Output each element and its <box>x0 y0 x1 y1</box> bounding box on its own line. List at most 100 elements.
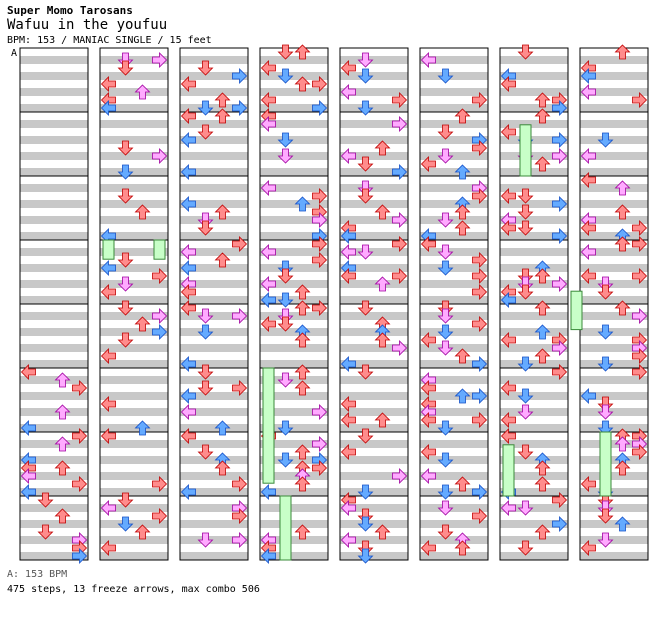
step-arrow-right <box>552 148 568 164</box>
step-arrow-right <box>472 284 488 300</box>
step-arrow-left <box>500 220 516 236</box>
step-arrow-right <box>72 380 88 396</box>
step-arrow-down <box>437 484 454 500</box>
step-arrow-down <box>277 132 294 148</box>
step-arrow-right <box>392 236 408 252</box>
step-arrow-up <box>614 300 631 316</box>
step-arrow-down <box>357 68 374 84</box>
step-arrow-up <box>454 108 471 124</box>
step-arrow-left <box>420 380 436 396</box>
step-arrow-down <box>597 276 614 292</box>
step-arrow-down <box>597 500 614 516</box>
step-arrow-down <box>437 124 454 140</box>
step-arrow-right <box>312 212 328 228</box>
step-arrow-down <box>437 148 454 164</box>
step-arrow-down <box>117 492 134 508</box>
step-arrow-up <box>214 204 231 220</box>
step-arrow-left <box>500 188 516 204</box>
step-arrow-right <box>232 476 248 492</box>
chart-column <box>419 47 489 561</box>
step-arrow-up <box>294 44 311 60</box>
step-arrow-down <box>437 68 454 84</box>
chart-column <box>579 47 649 561</box>
step-arrow-down <box>357 548 374 564</box>
step-arrow-right <box>392 116 408 132</box>
step-arrow-right <box>152 308 168 324</box>
step-arrow-down <box>437 452 454 468</box>
step-arrow-left <box>260 292 276 308</box>
step-arrow-up <box>614 204 631 220</box>
step-arrow-right <box>392 268 408 284</box>
step-arrow-left <box>340 396 356 412</box>
step-arrow-up <box>454 388 471 404</box>
freeze-arrow <box>502 444 515 497</box>
step-arrow-right <box>152 324 168 340</box>
step-arrow-right <box>72 476 88 492</box>
step-arrow-down <box>517 444 534 460</box>
step-arrow-down <box>517 540 534 556</box>
step-arrow-right <box>472 412 488 428</box>
step-arrow-up <box>374 524 391 540</box>
step-arrow-up <box>454 540 471 556</box>
step-arrow-down <box>117 52 134 68</box>
step-arrow-right <box>552 364 568 380</box>
step-arrow-up <box>54 372 71 388</box>
step-arrow-left <box>500 500 516 516</box>
step-arrow-down <box>357 156 374 172</box>
step-arrow-down <box>517 268 534 284</box>
step-arrow-left <box>180 244 196 260</box>
step-arrow-left <box>580 84 596 100</box>
step-arrow-down <box>277 68 294 84</box>
step-arrow-right <box>632 220 648 236</box>
step-arrow-up <box>134 204 151 220</box>
step-arrow-right <box>232 68 248 84</box>
step-arrow-left <box>500 124 516 140</box>
step-arrow-up <box>214 108 231 124</box>
step-arrow-right <box>552 516 568 532</box>
step-arrow-right <box>552 100 568 116</box>
step-arrow-down <box>597 284 614 300</box>
freeze-arrow <box>519 124 532 177</box>
step-arrow-right <box>232 508 248 524</box>
freeze-arrow <box>153 239 166 260</box>
step-arrow-down <box>437 308 454 324</box>
step-arrow-up <box>294 524 311 540</box>
step-arrow-down <box>277 452 294 468</box>
step-arrow-up <box>214 252 231 268</box>
step-arrow-right <box>472 92 488 108</box>
step-arrow-right <box>632 444 648 460</box>
step-arrow-down <box>597 396 614 412</box>
bpm-legend: A: 153 BPM <box>7 569 68 580</box>
step-arrow-up <box>54 460 71 476</box>
step-arrow-up <box>614 236 631 252</box>
step-arrow-right <box>472 252 488 268</box>
step-arrow-down <box>517 356 534 372</box>
step-arrow-right <box>232 236 248 252</box>
step-arrow-right <box>632 92 648 108</box>
chart-column <box>339 47 409 561</box>
step-arrow-down <box>357 540 374 556</box>
step-arrow-down <box>117 140 134 156</box>
step-arrow-right <box>472 484 488 500</box>
step-arrow-up <box>294 300 311 316</box>
step-arrow-right <box>632 236 648 252</box>
step-arrow-right <box>392 212 408 228</box>
step-arrow-left <box>260 244 276 260</box>
step-arrow-left <box>180 108 196 124</box>
step-arrow-down <box>357 100 374 116</box>
step-arrow-up <box>614 44 631 60</box>
step-arrow-down <box>437 524 454 540</box>
step-arrow-right <box>392 340 408 356</box>
step-arrow-down <box>277 316 294 332</box>
step-arrow-up <box>534 460 551 476</box>
step-arrow-right <box>392 164 408 180</box>
step-arrow-down <box>437 212 454 228</box>
step-arrow-left <box>500 332 516 348</box>
step-arrow-down <box>597 532 614 548</box>
step-arrow-down <box>197 100 214 116</box>
step-arrow-down <box>517 44 534 60</box>
step-arrow-left <box>420 52 436 68</box>
step-arrow-left <box>180 260 196 276</box>
step-arrow-left <box>100 284 116 300</box>
step-arrow-left <box>180 132 196 148</box>
